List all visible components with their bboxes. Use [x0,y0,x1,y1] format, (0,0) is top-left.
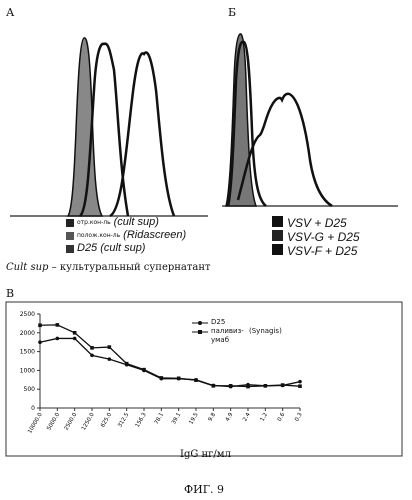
legend-swatch [66,232,74,240]
legend-entry-palivizumab: паливиз-умаб (Synagis) [192,327,282,345]
panel-a-legend: отр.кон-ль(cult sup) полож.кон-ль(Ridasc… [66,216,186,255]
data-point-circle [108,357,112,361]
legend-label: паливиз-умаб [211,327,241,345]
legend-marker-square [192,329,208,335]
data-point-square [90,346,94,350]
x-tick-label: 156.3 [135,412,148,429]
panel-b-legend: VSV + D25 VSV-G + D25 VSV-F + D25 [272,216,360,258]
legend-label: D25 (cult sup) [77,242,145,255]
chart-legend: D25 паливиз-умаб (Synagis) [192,318,282,345]
legend-marker-circle [192,320,208,326]
legend-label: (Ridascreen) [123,229,186,242]
x-axis-label: IgG нг/мл [180,449,231,460]
data-point-square [142,368,146,372]
legend-label: (cult sup) [114,216,159,229]
x-tick-label: 2.4 [242,412,252,423]
panel-a-letter: А [6,6,14,19]
legend-row: VSV + D25 [272,216,360,230]
legend-swatch [66,245,74,253]
legend-row: полож.кон-ль(Ridascreen) [66,229,186,242]
data-point-square [229,384,233,388]
data-point-circle [38,340,42,344]
series-line-0 [40,338,300,386]
y-tick-label: 2000 [20,330,35,337]
data-point-circle [90,354,94,358]
panel-c-letter: В [6,287,14,300]
legend-small-label: полож.кон-ль [77,229,120,242]
x-tick-label: 0.6 [277,412,287,423]
legend-row: D25 (cult sup) [66,242,186,255]
data-point-square [73,331,77,335]
data-point-circle [56,337,60,341]
x-tick-label: 0.3 [294,412,304,423]
data-point-square [125,362,129,366]
legend-small-label: отр.кон-ль [77,216,111,229]
panel-a-histogram [10,20,210,220]
x-tick-label: 1.2 [259,412,269,423]
x-tick-label: 4.9 [225,412,235,423]
x-tick-label: 78.1 [154,412,165,426]
data-point-square [56,323,60,327]
note-text: – культуральный супернатант [48,262,210,273]
legend-row: VSV-G + D25 [272,230,360,244]
data-point-square [212,384,216,388]
data-point-square [194,378,198,382]
x-tick-label: 625.0 [100,412,113,429]
data-point-square [264,384,268,388]
note-term: Cult sup [6,262,48,273]
x-tick-label: 19.5 [188,412,200,426]
legend-label: VSV-F + D25 [287,244,357,258]
legend-swatch [272,230,283,241]
x-tick-label: 2500.0 [64,412,79,432]
data-point-square [108,345,112,349]
cult-sup-note: Cult sup – культуральный супернатант [6,262,211,273]
legend-swatch [272,244,283,255]
data-point-square [160,376,164,380]
x-tick-label: 39.1 [171,412,182,426]
legend-row: отр.кон-ль(cult sup) [66,216,186,229]
legend-label: D25 [211,318,225,327]
legend-row: VSV-F + D25 [272,244,360,258]
y-tick-label: 1500 [20,349,35,356]
x-tick-label: 5000.0 [46,412,61,432]
data-point-circle [73,337,77,341]
data-point-square [246,385,250,389]
y-tick-label: 500 [24,386,36,393]
panel-b-histogram [222,20,402,220]
data-point-circle [298,380,302,384]
y-tick-label: 1000 [20,367,35,374]
data-point-square [281,383,285,387]
panel-b-letter: Б [228,6,236,19]
legend-entry-d25: D25 [192,318,282,327]
y-tick-label: 0 [31,405,35,412]
figure-label: ФИГ. 9 [184,483,224,496]
data-point-square [298,384,302,388]
x-tick-label: 10000.0 [27,412,44,435]
data-point-square [38,323,42,327]
legend-note: (Synagis) [249,327,282,336]
legend-swatch [272,216,283,227]
legend-label: VSV + D25 [287,216,347,230]
x-tick-label: 312.5 [117,412,130,429]
x-tick-label: 9.8 [207,412,217,423]
data-point-square [177,376,181,380]
y-tick-label: 2500 [20,311,35,318]
legend-swatch [66,219,74,227]
x-tick-label: 1250.0 [81,412,96,432]
legend-label: VSV-G + D25 [287,230,360,244]
